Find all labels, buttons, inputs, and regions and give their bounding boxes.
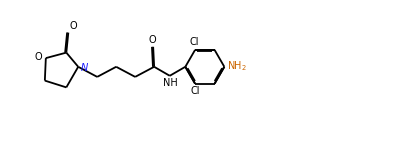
- Text: Cl: Cl: [189, 37, 199, 47]
- Text: O: O: [35, 52, 43, 62]
- Text: N: N: [81, 63, 89, 73]
- Text: O: O: [148, 35, 156, 45]
- Text: Cl: Cl: [190, 86, 200, 96]
- Text: NH$_2$: NH$_2$: [227, 59, 247, 73]
- Text: O: O: [69, 21, 77, 31]
- Text: NH: NH: [163, 78, 178, 88]
